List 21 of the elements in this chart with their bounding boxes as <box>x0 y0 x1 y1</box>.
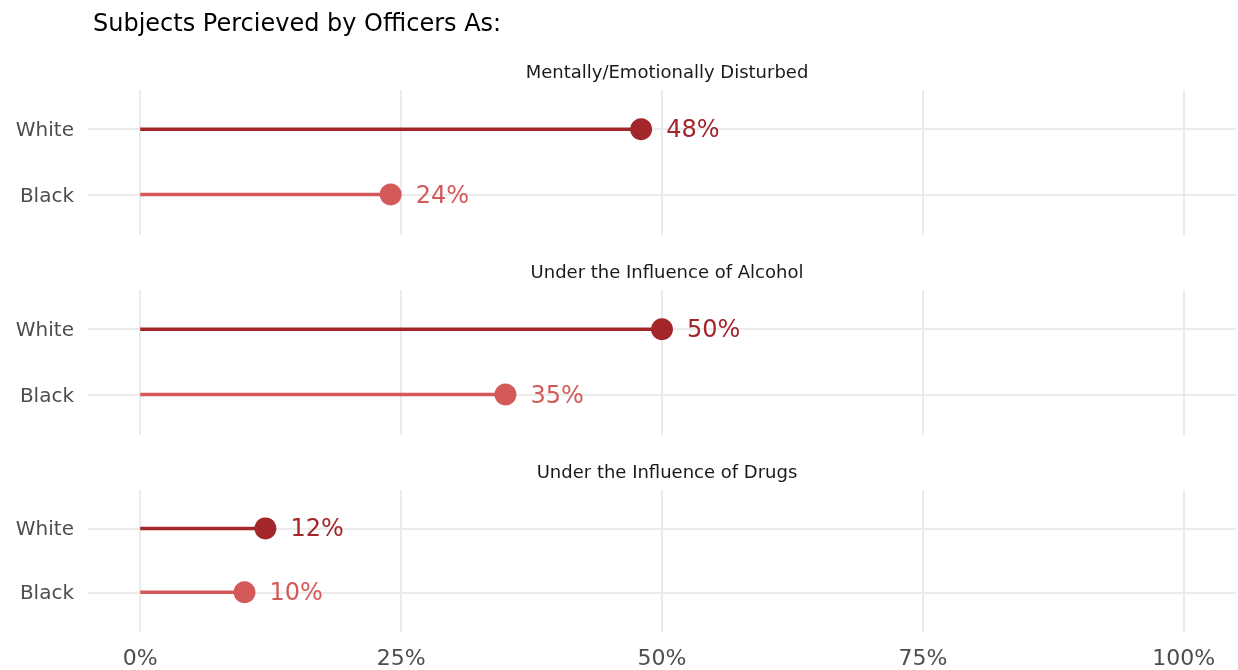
y-tick-label: White <box>15 317 74 342</box>
x-tick-label: 75% <box>898 644 948 670</box>
x-tick-label: 100% <box>1152 644 1216 670</box>
x-tick-label: 50% <box>637 644 687 670</box>
chart-title: Under the Influence of Drugs <box>536 460 798 482</box>
data-label: 48% <box>666 115 720 144</box>
chart-title: Under the Influence of Alcohol <box>530 260 804 282</box>
x-tick-label: 25% <box>376 644 426 670</box>
y-tick-label: White <box>15 516 74 541</box>
data-label: 12% <box>290 514 344 543</box>
data-label: 10% <box>269 578 323 607</box>
data-label: 50% <box>687 315 741 344</box>
data-label: 35% <box>530 380 584 409</box>
y-tick-label: Black <box>19 182 75 207</box>
chart-subtitle: Mentally/Emotionally Disturbed <box>525 60 809 82</box>
data-label: 24% <box>415 180 469 209</box>
chart-title: Subjects Percieved by Officers As: <box>93 9 502 37</box>
y-tick-label: Black <box>19 580 75 605</box>
x-tick-label: 0% <box>122 644 158 670</box>
y-tick-label: White <box>15 117 74 142</box>
y-tick-label: Black <box>19 382 75 407</box>
